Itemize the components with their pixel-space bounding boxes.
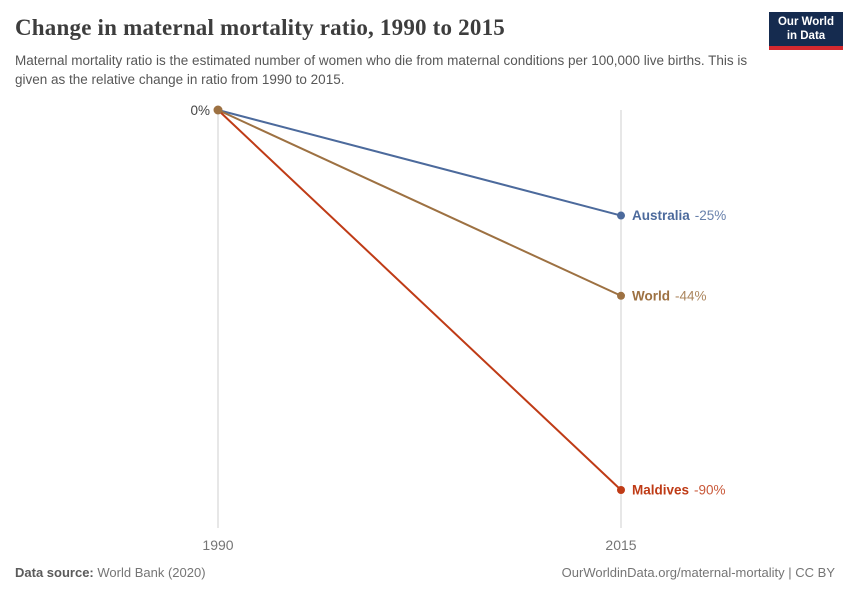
owid-logo-line1: Our World — [777, 15, 834, 28]
series-label-australia: Australia -25% — [632, 208, 726, 223]
series-start-dot — [213, 105, 223, 115]
owid-logo: Our World in Data — [769, 12, 843, 50]
credit-link[interactable]: OurWorldinData.org/maternal-mortality | … — [561, 565, 835, 580]
y-zero-label: 0% — [190, 103, 210, 118]
series-end-dot-maldives — [617, 486, 625, 494]
chart-footer: Data source: World Bank (2020) OurWorldi… — [15, 565, 835, 580]
series-label-maldives: Maldives -90% — [632, 483, 726, 498]
series-end-dot-australia — [617, 211, 625, 220]
series-line-world — [217, 109, 622, 297]
series-end-dot-world — [617, 291, 625, 300]
data-source-label: Data source: — [15, 565, 94, 580]
data-source-value: World Bank (2020) — [97, 565, 206, 580]
chart-subtitle: Maternal mortality ratio is the estimate… — [15, 52, 748, 87]
series-label-world: World -44% — [632, 288, 707, 303]
x-tick-label-1990: 1990 — [202, 537, 233, 553]
chart-title: Change in maternal mortality ratio, 1990… — [15, 15, 505, 40]
series-line-maldives — [217, 109, 622, 491]
series-line-australia — [217, 109, 622, 217]
chart-header: Change in maternal mortality ratio, 1990… — [15, 14, 835, 89]
data-source: Data source: World Bank (2020) — [15, 565, 206, 580]
owid-logo-line2: in Data — [786, 30, 826, 42]
x-tick-label-2015: 2015 — [605, 537, 636, 553]
